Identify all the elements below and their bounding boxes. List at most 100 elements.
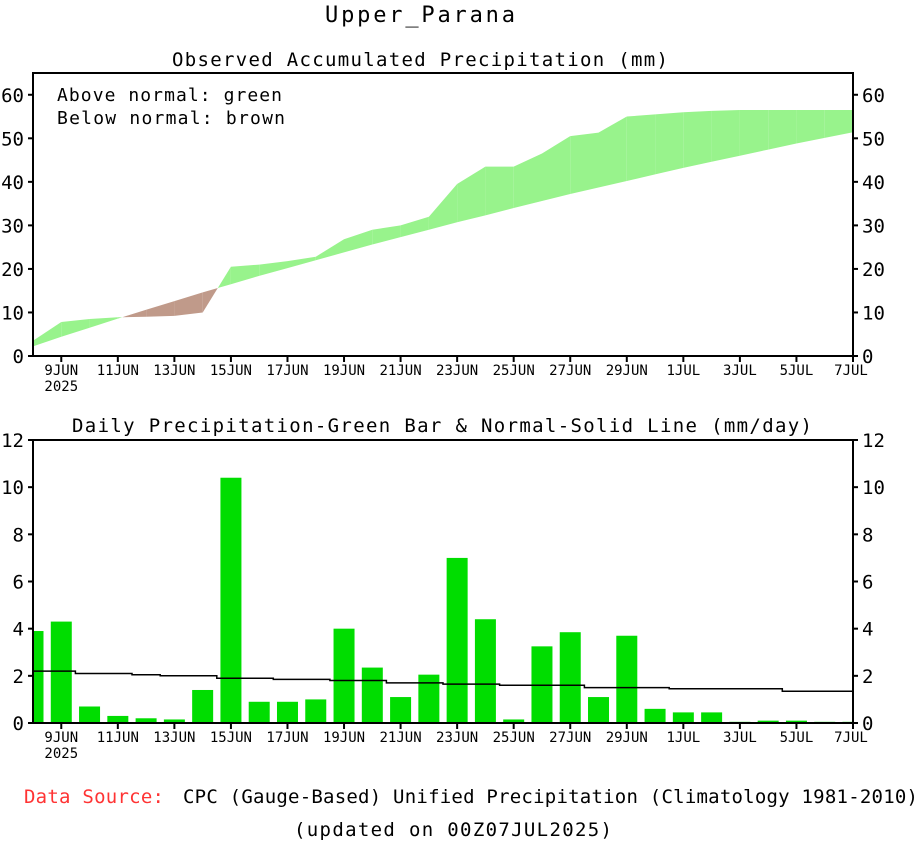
daily-precip-bar xyxy=(192,689,214,723)
above-normal-area xyxy=(711,110,740,162)
daily-precip-bar xyxy=(446,557,468,723)
daily-plot-area xyxy=(33,477,853,723)
below-normal-area xyxy=(146,301,175,317)
daily-precip-bar xyxy=(390,697,412,723)
x-tick-label: 5JUL xyxy=(780,363,814,379)
daily-precip-bar xyxy=(644,708,666,723)
y-tick-label-left: 30 xyxy=(1,215,24,237)
x-tick-label: 5JUL xyxy=(780,730,814,746)
above-normal-area xyxy=(33,322,62,347)
above-normal-area xyxy=(542,136,571,201)
below-normal-area xyxy=(174,292,203,316)
above-normal-area xyxy=(824,110,853,138)
x-tick-label: 17JUN xyxy=(266,363,308,379)
x-tick-label: 19JUN xyxy=(323,363,365,379)
above-normal-area xyxy=(117,317,123,319)
y-tick-label-left: 12 xyxy=(1,430,24,452)
updated-text: (updated on 00Z07JUL2025) xyxy=(294,819,612,841)
y-tick-label-left: 20 xyxy=(1,259,24,281)
above-normal-area xyxy=(217,266,231,288)
daily-precip-bar xyxy=(474,619,496,723)
y-tick-label-right: 60 xyxy=(862,85,885,107)
above-normal-area xyxy=(400,216,429,238)
below-normal-area xyxy=(202,288,218,313)
y-tick-label-right: 4 xyxy=(862,619,873,641)
x-tick-label: 23JUN xyxy=(436,363,478,379)
x-tick-label: 15JUN xyxy=(210,363,252,379)
y-tick-label-right: 50 xyxy=(862,128,885,150)
data-source-label: Data Source: xyxy=(24,786,164,808)
above-normal-area xyxy=(89,317,118,328)
above-normal-area xyxy=(655,112,684,175)
daily-precip-bar xyxy=(305,699,327,723)
y-tick-label-right: 2 xyxy=(862,666,873,688)
above-normal-area xyxy=(683,110,712,168)
x-tick-year-label: 2025 xyxy=(44,746,78,762)
above-normal-area xyxy=(739,110,769,156)
daily-precip-bar xyxy=(220,477,242,723)
y-tick-label-left: 6 xyxy=(13,572,24,594)
y-tick-label-right: 10 xyxy=(862,302,885,324)
daily-precip-bar xyxy=(418,674,440,723)
daily-precip-bar xyxy=(785,720,807,723)
daily-precip-bar xyxy=(701,712,723,723)
x-tick-label: 7JUL xyxy=(834,363,868,379)
x-tick-year-label: 2025 xyxy=(44,379,78,395)
x-tick-label: 11JUN xyxy=(97,730,139,746)
x-tick-label: 9JUN xyxy=(44,730,78,746)
x-tick-label: 13JUN xyxy=(153,730,195,746)
above-normal-area xyxy=(61,319,90,337)
x-tick-label: 25JUN xyxy=(493,363,535,379)
x-tick-label: 21JUN xyxy=(380,363,422,379)
x-tick-label: 23JUN xyxy=(436,730,478,746)
x-tick-label: 21JUN xyxy=(380,730,422,746)
above-normal-area xyxy=(457,166,486,223)
above-normal-area xyxy=(626,114,656,181)
daily-precip-bar xyxy=(672,712,694,723)
data-source-text: CPC (Gauge-Based) Unified Precipitation … xyxy=(183,786,918,808)
above-normal-area xyxy=(259,261,288,276)
daily-precip-bar xyxy=(276,701,298,723)
top-chart-title: Observed Accumulated Precipitation (mm) xyxy=(172,49,668,71)
daily-precip-bar xyxy=(135,718,157,723)
normal-line xyxy=(33,670,853,692)
y-tick-label-left: 60 xyxy=(1,85,24,107)
y-tick-label-left: 50 xyxy=(1,128,24,150)
y-tick-label-left: 8 xyxy=(13,524,24,546)
daily-precip-bar xyxy=(361,667,383,723)
daily-precip-bar xyxy=(757,720,779,723)
x-tick-label: 25JUN xyxy=(493,730,535,746)
y-tick-label-left: 10 xyxy=(1,477,24,499)
above-normal-area xyxy=(768,110,797,150)
below-normal-area xyxy=(122,309,147,318)
daily-precip-bar xyxy=(333,628,355,723)
accumulated-plot-area xyxy=(33,110,853,347)
above-normal-area xyxy=(372,225,401,245)
figure-title: Upper_Parana xyxy=(325,3,515,28)
legend-below: Below normal: brown xyxy=(57,108,285,129)
daily-precip-bar xyxy=(248,701,270,723)
bottom-chart-title: Daily Precipitation-Green Bar & Normal-S… xyxy=(72,415,812,437)
x-tick-label: 7JUL xyxy=(834,730,868,746)
y-tick-label-left: 0 xyxy=(13,713,24,735)
y-tick-label-left: 0 xyxy=(13,346,24,368)
daily-precip-bar xyxy=(588,697,610,723)
y-tick-label-right: 40 xyxy=(862,172,885,194)
y-tick-label-left: 2 xyxy=(13,666,24,688)
daily-precip-bar xyxy=(616,635,638,723)
y-tick-label-right: 8 xyxy=(862,524,873,546)
daily-precip-bar xyxy=(33,631,44,723)
daily-precip-bar xyxy=(559,632,581,723)
daily-frame xyxy=(32,439,854,724)
above-normal-area xyxy=(344,229,373,253)
daily-precip-bar xyxy=(50,621,72,723)
daily-chart: 0 0 2 2 4 4 6 6 8 8 10 10 12 12 9JUN 11JUN 13JUN 15JUN 17J… xyxy=(1,430,885,762)
above-normal-area xyxy=(570,132,599,194)
y-tick-label-right: 12 xyxy=(862,430,885,452)
above-normal-area xyxy=(428,184,458,230)
y-tick-label-right: 30 xyxy=(862,215,885,237)
x-tick-label: 13JUN xyxy=(153,363,195,379)
y-tick-label-left: 4 xyxy=(13,619,24,641)
x-tick-label: 1JUL xyxy=(666,363,700,379)
